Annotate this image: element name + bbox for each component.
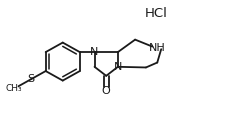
Text: O: O: [102, 86, 111, 96]
Text: N: N: [114, 62, 122, 72]
Text: NH: NH: [148, 43, 165, 53]
Text: CH₃: CH₃: [6, 84, 23, 93]
Text: HCl: HCl: [145, 7, 168, 20]
Text: N: N: [90, 47, 99, 57]
Text: S: S: [28, 74, 35, 84]
